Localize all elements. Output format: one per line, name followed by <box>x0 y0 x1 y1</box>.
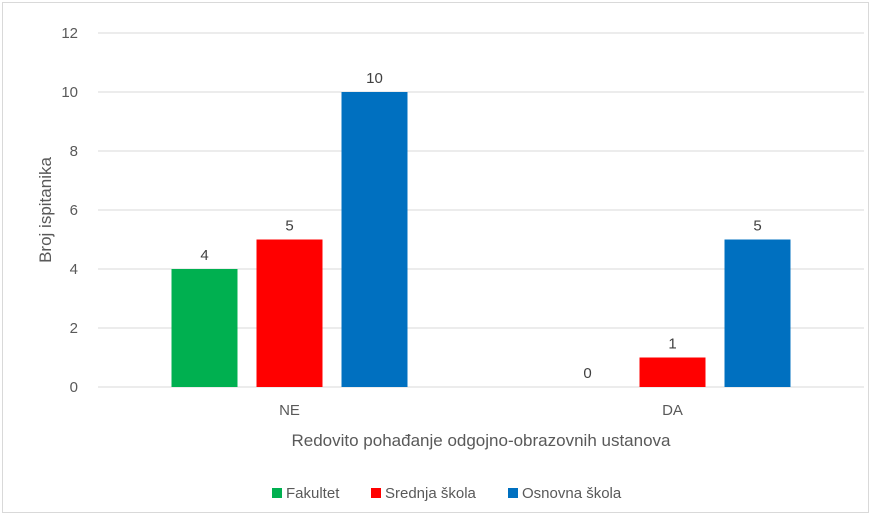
bar <box>639 357 706 387</box>
bar <box>171 269 238 387</box>
legend-swatch <box>371 488 381 498</box>
data-label: 0 <box>583 365 591 382</box>
legend-swatch <box>508 488 518 498</box>
data-label: 1 <box>668 336 676 353</box>
data-label: 5 <box>285 218 293 235</box>
y-axis-title: Broj ispitanika <box>36 157 55 263</box>
x-axis-title: Redovito pohađanje odgojno-obrazovnih us… <box>291 431 671 450</box>
bar <box>341 92 408 387</box>
y-tick-label: 10 <box>61 84 78 101</box>
x-tick-label: DA <box>662 402 683 419</box>
legend-label: Fakultet <box>286 485 340 502</box>
y-tick-label: 6 <box>70 202 78 219</box>
y-tick-label: 0 <box>70 379 78 396</box>
x-tick-label: NE <box>279 402 300 419</box>
legend-label: Osnovna škola <box>522 485 622 502</box>
data-label: 4 <box>200 247 208 264</box>
bars <box>171 92 791 387</box>
bar <box>256 239 323 387</box>
x-axis-ticks: NE DA <box>279 402 683 419</box>
legend-label: Srednja škola <box>385 485 477 502</box>
legend: Fakultet Srednja škola Osnovna škola <box>272 485 622 502</box>
data-label: 5 <box>753 218 761 235</box>
y-axis-ticks: 0 2 4 6 8 10 12 <box>61 25 78 396</box>
y-tick-label: 8 <box>70 143 78 160</box>
y-tick-label: 12 <box>61 25 78 42</box>
y-tick-label: 2 <box>70 320 78 337</box>
legend-swatch <box>272 488 282 498</box>
data-labels: 4 5 10 0 1 5 <box>200 70 761 382</box>
bar <box>724 239 791 387</box>
y-tick-label: 4 <box>70 261 78 278</box>
data-label: 10 <box>366 70 383 87</box>
